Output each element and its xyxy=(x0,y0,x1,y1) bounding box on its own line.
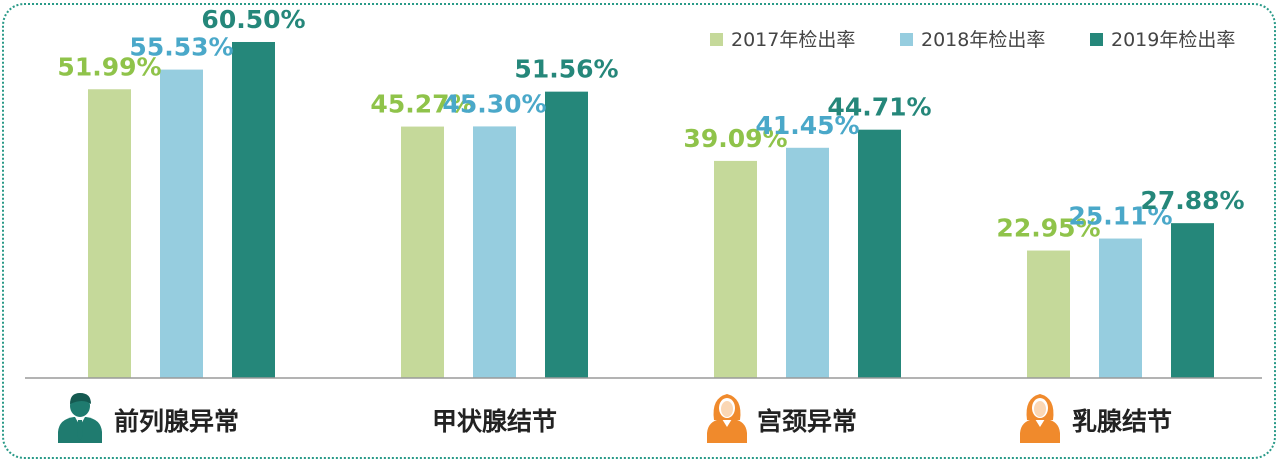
bar-3-3 xyxy=(858,129,901,378)
bar-2-2 xyxy=(473,126,516,378)
bar-1-1 xyxy=(88,89,131,378)
value-label: 44.71% xyxy=(827,93,931,122)
bar-2-4 xyxy=(1099,238,1142,378)
category-label: 前列腺异常 xyxy=(114,407,239,436)
value-label: 55.53% xyxy=(129,33,233,62)
legend-swatch xyxy=(900,33,913,46)
category-label: 甲状腺结节 xyxy=(432,407,557,436)
value-label: 39.09% xyxy=(683,124,787,153)
bar-2-1 xyxy=(160,69,203,379)
bar-3-2 xyxy=(545,91,588,379)
female-person-icon xyxy=(1020,394,1060,443)
legend-swatch xyxy=(1090,33,1103,46)
bar-3-4 xyxy=(1171,223,1214,378)
legend-label: 2019年检出率 xyxy=(1111,29,1235,51)
value-label: 25.11% xyxy=(1068,202,1172,231)
category-label: 乳腺结节 xyxy=(1072,407,1172,436)
legend-label: 2018年检出率 xyxy=(921,29,1045,51)
female-person-icon xyxy=(707,394,747,443)
value-labels: 51.99% 45.27% 39.09% 22.95% 55.53% 45.30% 41.4… xyxy=(57,5,1244,243)
bar-1-4 xyxy=(1027,250,1070,378)
bar-2-3 xyxy=(786,147,829,378)
bars xyxy=(88,41,1214,379)
male-person-icon xyxy=(58,393,102,443)
value-label: 41.45% xyxy=(755,111,859,140)
value-label: 45.30% xyxy=(442,89,546,118)
value-label: 22.95% xyxy=(996,214,1100,243)
bar-1-2 xyxy=(401,126,444,378)
value-label: 51.99% xyxy=(57,52,161,81)
chart-frame xyxy=(2,3,1276,459)
bar-3-1 xyxy=(232,41,275,378)
value-label: 51.56% xyxy=(514,55,618,84)
category-labels: 前列腺异常 甲状腺结节 宫颈异常 乳腺结节 xyxy=(58,393,1172,443)
category-label: 宫颈异常 xyxy=(757,407,857,436)
value-label: 60.50% xyxy=(201,5,305,34)
legend: 2017年检出率 2018年检出率 2019年检出率 xyxy=(710,29,1235,51)
value-label: 27.88% xyxy=(1140,186,1244,215)
legend-swatch xyxy=(710,33,723,46)
value-label: 45.27% xyxy=(370,90,474,119)
bar-1-3 xyxy=(714,160,757,378)
legend-label: 2017年检出率 xyxy=(731,29,855,51)
